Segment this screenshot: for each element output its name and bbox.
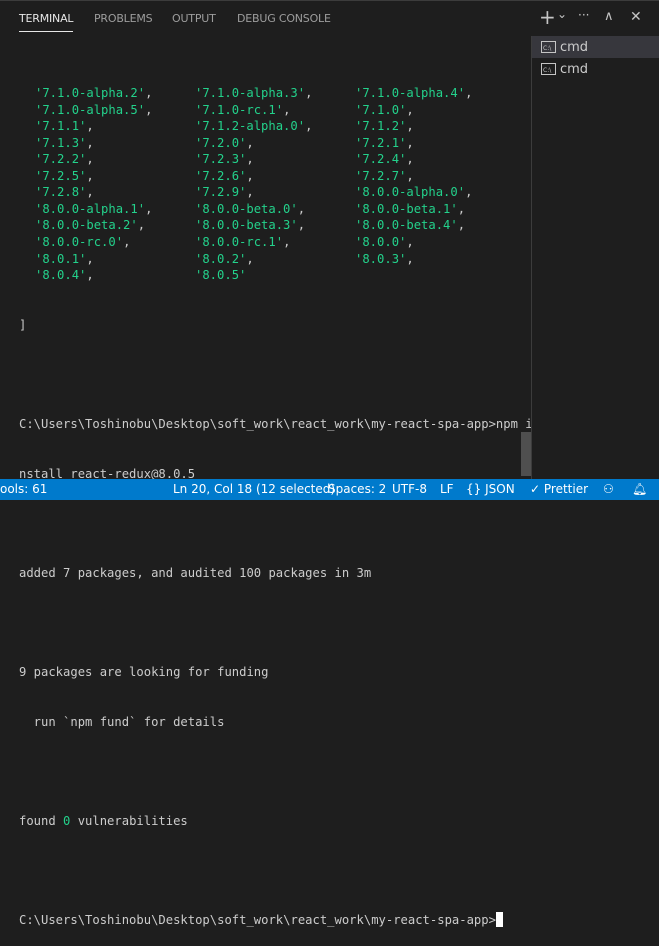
version-entry: '8.0.5' [195, 268, 247, 283]
version-entry: '7.2.2', [35, 152, 94, 167]
version-row: '7.1.3', '7.2.0', '7.2.1', [19, 135, 519, 152]
version-entry: '7.2.3', [195, 152, 254, 167]
version-entry: '8.0.0-rc.1', [195, 235, 291, 250]
funding-message: 9 packages are looking for funding [19, 665, 269, 680]
version-entry: '7.2.6', [195, 168, 254, 183]
terminal-item-cmd-1[interactable]: C:\ cmd [532, 36, 659, 58]
version-entry: '7.1.0-alpha.3', [195, 86, 313, 101]
version-row: '8.0.1', '8.0.2', '8.0.3', [19, 251, 519, 268]
status-bar: ools: 61 Ln 20, Col 18 (12 selected) Spa… [0, 479, 659, 500]
version-row: '8.0.4', '8.0.5' [19, 267, 519, 284]
version-entry: '7.1.0', [355, 102, 414, 117]
version-list: '7.1.0-alpha.2', '7.1.0-alpha.3', '7.1.0-a… [19, 85, 519, 284]
maximize-panel-icon[interactable]: ∧ [604, 9, 614, 24]
tab-debug-console[interactable]: DEBUG CONSOLE [237, 12, 331, 25]
version-entry: '8.0.0-beta.3', [195, 218, 306, 233]
version-entry: '8.0.0-beta.1', [355, 201, 466, 216]
version-row: '7.2.5', '7.2.6', '7.2.7', [19, 168, 519, 185]
version-entry: '8.0.2', [195, 251, 254, 266]
version-entry: '8.0.0-beta.4', [355, 218, 466, 233]
version-row: '7.1.0-alpha.5', '7.1.0-rc.1', '7.1.0', [19, 102, 519, 119]
eol[interactable]: LF [440, 482, 454, 496]
version-entry: '7.1.2', [355, 119, 414, 134]
version-row: '8.0.0-beta.2', '8.0.0-beta.3', '8.0.0-bet… [19, 217, 519, 234]
version-entry: '7.2.9', [195, 185, 254, 200]
new-terminal-icon[interactable]: + [539, 5, 556, 29]
panel-border [0, 0, 659, 1]
version-entry: '8.0.0-beta.0', [195, 201, 306, 216]
version-entry: '7.2.0', [195, 135, 254, 150]
terminal-item-cmd-2[interactable]: C:\ cmd [532, 58, 659, 80]
terminal-list: C:\ cmd C:\ cmd [531, 36, 659, 480]
version-row: '8.0.0-rc.0', '8.0.0-rc.1', '8.0.0', [19, 234, 519, 251]
vulnerabilities: found 0 vulnerabilities [19, 813, 519, 830]
terminal-label: cmd [560, 61, 589, 77]
indentation[interactable]: Spaces: 2 [328, 482, 387, 496]
version-entry: '7.1.0-rc.1', [195, 102, 291, 117]
version-entry: '7.1.1', [35, 119, 94, 134]
version-entry: '8.0.1', [35, 251, 94, 266]
version-row: '7.2.2', '7.2.3', '7.2.4', [19, 151, 519, 168]
encoding[interactable]: UTF-8 [392, 482, 427, 496]
cursor [495, 912, 503, 928]
version-row: '7.2.8', '7.2.9', '8.0.0-alpha.0', [19, 184, 519, 201]
prettier[interactable]: ✓ Prettier [530, 482, 588, 496]
version-entry: '7.2.1', [355, 135, 414, 150]
person-feedback-icon[interactable]: ⚇ [603, 482, 614, 496]
version-entry: '7.1.3', [35, 135, 94, 150]
status-left[interactable]: ools: 61 [0, 482, 48, 496]
version-entry: '7.1.0-alpha.2', [35, 86, 153, 101]
terminal-label: cmd [560, 39, 589, 55]
tab-output[interactable]: OUTPUT [172, 12, 216, 25]
cursor-position[interactable]: Ln 20, Col 18 (12 selected) [173, 482, 336, 496]
version-entry: '7.1.0-alpha.4', [355, 86, 473, 101]
tab-terminal[interactable]: TERMINAL [19, 12, 74, 32]
cmd-icon: C:\ [541, 63, 556, 75]
cmd-icon: C:\ [541, 41, 556, 53]
version-entry: '8.0.0-rc.0', [35, 235, 131, 250]
version-entry: '7.1.0-alpha.5', [35, 102, 153, 117]
version-row: '7.1.0-alpha.2', '7.1.0-alpha.3', '7.1.0-a… [19, 85, 519, 102]
more-actions-icon[interactable]: ··· [578, 8, 590, 22]
command-line: C:\Users\Toshinobu\Desktop\soft_work\rea… [19, 417, 533, 432]
tab-problems[interactable]: PROBLEMS [94, 12, 153, 25]
braces-icon: {} [466, 482, 482, 496]
prompt-line: C:\Users\Toshinobu\Desktop\soft_work\rea… [19, 912, 519, 929]
version-entry: '7.1.2-alpha.0', [195, 119, 313, 134]
prettier-label: Prettier [543, 482, 589, 496]
funding-hint: run `npm fund` for details [19, 714, 225, 729]
command-line-wrap: nstall react-redux@8.0.5 [19, 466, 196, 481]
version-entry: '7.2.5', [35, 168, 94, 183]
version-entry: '8.0.0-beta.2', [35, 218, 146, 233]
check-icon: ✓ [530, 482, 541, 496]
prompt: C:\Users\Toshinobu\Desktop\soft_work\rea… [19, 913, 496, 928]
chevron-down-icon[interactable]: ⌄ [557, 7, 568, 21]
version-entry: '8.0.0', [355, 235, 414, 250]
version-entry: '8.0.0-alpha.1', [35, 201, 153, 216]
version-entry: '7.2.4', [355, 152, 414, 167]
close-panel-icon[interactable]: ✕ [630, 9, 642, 25]
version-entry: '8.0.3', [355, 251, 414, 266]
vuln-pre: found [19, 814, 64, 829]
version-entry: '8.0.0-alpha.0', [355, 185, 473, 200]
terminal-scrollbar[interactable] [521, 432, 531, 476]
bell-icon[interactable]: 🔔︎ [632, 482, 648, 496]
version-entry: '7.2.7', [355, 168, 414, 183]
version-entry: '7.2.8', [35, 185, 94, 200]
language-mode[interactable]: {} JSON [466, 482, 515, 496]
vuln-count: 0 [63, 814, 71, 829]
vuln-post: vulnerabilities [70, 814, 188, 829]
panel-tabs: TERMINAL PROBLEMS OUTPUT DEBUG CONSOLE +… [0, 0, 659, 36]
close-bracket: ] [19, 317, 27, 332]
added-packages: added 7 packages, and audited 100 packag… [19, 565, 372, 580]
version-row: '7.1.1', '7.1.2-alpha.0', '7.1.2', [19, 118, 519, 135]
version-row: '8.0.0-alpha.1', '8.0.0-beta.0', '8.0.0-be… [19, 201, 519, 218]
language-label: JSON [485, 482, 515, 496]
version-entry: '8.0.4', [35, 268, 94, 283]
